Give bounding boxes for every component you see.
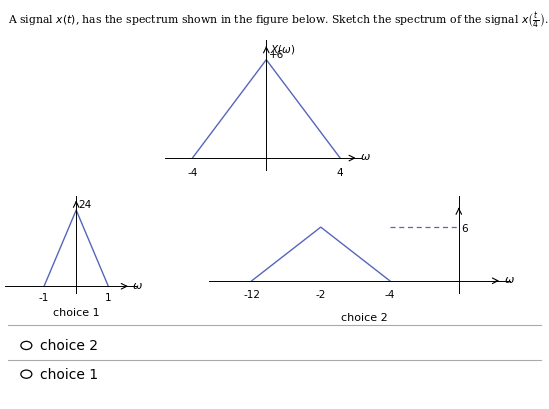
Text: choice 2: choice 2 (340, 312, 387, 322)
Text: $X(\omega)$: $X(\omega)$ (270, 43, 295, 56)
Text: 24: 24 (78, 200, 91, 210)
Text: choice 2: choice 2 (40, 339, 98, 353)
Text: -2: -2 (316, 289, 326, 299)
Text: $\omega$: $\omega$ (132, 280, 143, 290)
Text: choice 1: choice 1 (53, 307, 99, 317)
Text: -4: -4 (385, 289, 395, 299)
Text: -12: -12 (243, 289, 260, 299)
Text: -4: -4 (187, 168, 198, 178)
Text: $\omega$: $\omega$ (360, 151, 371, 161)
Text: -1: -1 (39, 292, 49, 302)
Text: 6: 6 (461, 223, 468, 234)
Text: A signal $x(t)$, has the spectrum shown in the figure below. Sketch the spectrum: A signal $x(t)$, has the spectrum shown … (8, 10, 549, 31)
Text: $\omega$: $\omega$ (503, 274, 514, 284)
Text: choice 1: choice 1 (40, 367, 98, 381)
Text: +6: +6 (269, 50, 284, 60)
Text: 1: 1 (105, 292, 111, 302)
Text: 4: 4 (337, 168, 344, 178)
